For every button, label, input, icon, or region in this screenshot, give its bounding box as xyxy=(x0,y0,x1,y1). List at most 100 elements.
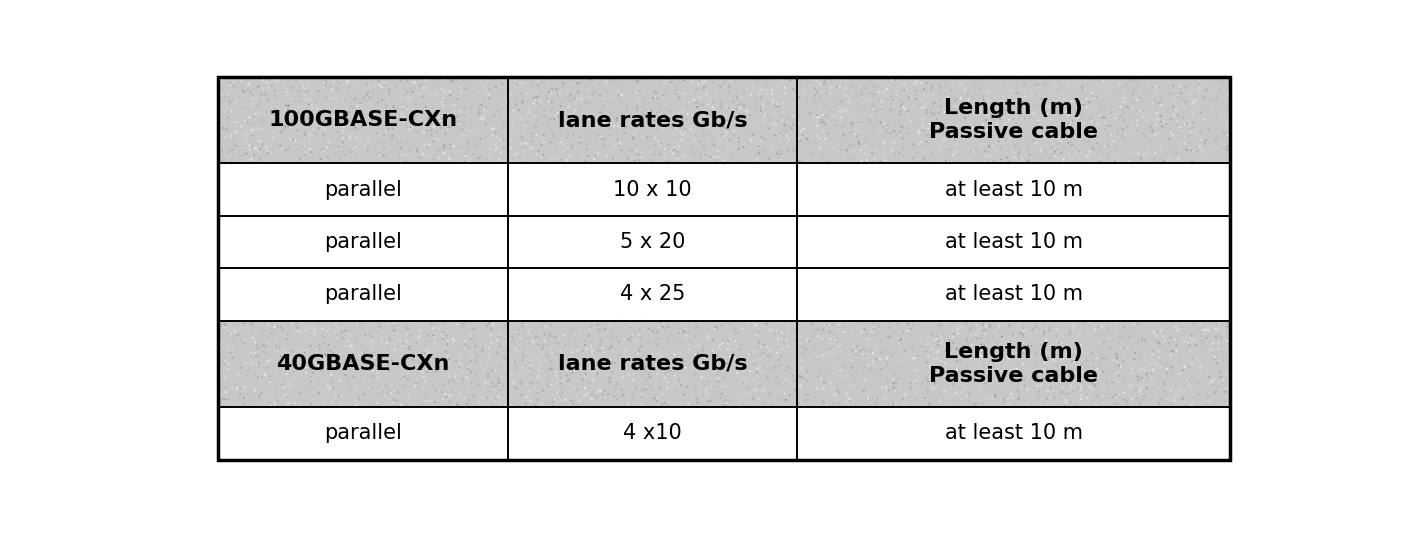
Point xyxy=(1180,128,1203,136)
Point xyxy=(570,138,593,146)
Point xyxy=(352,321,374,330)
Point xyxy=(274,351,297,360)
Point xyxy=(868,142,891,151)
Point xyxy=(647,390,669,399)
Point xyxy=(439,391,462,400)
Point xyxy=(988,145,1011,154)
Point xyxy=(294,139,316,148)
Point xyxy=(690,318,713,326)
Point xyxy=(555,133,578,142)
Point xyxy=(446,95,469,103)
Point xyxy=(926,337,949,345)
Point xyxy=(1137,147,1159,156)
Point xyxy=(679,142,702,151)
Point xyxy=(727,145,750,153)
Point xyxy=(438,111,460,120)
Point xyxy=(926,354,949,363)
Point xyxy=(782,371,805,380)
Point xyxy=(904,79,926,87)
Point xyxy=(710,382,733,391)
Point xyxy=(994,106,1017,114)
Point xyxy=(380,121,402,130)
Point xyxy=(1134,133,1156,142)
Point xyxy=(570,105,593,114)
Point xyxy=(487,155,510,163)
Point xyxy=(525,108,548,117)
Point xyxy=(1127,393,1149,402)
Point xyxy=(700,349,723,358)
Point xyxy=(1166,92,1189,100)
Point xyxy=(641,111,664,120)
Point xyxy=(476,78,498,87)
Point xyxy=(220,145,243,154)
Point xyxy=(332,147,354,156)
Point xyxy=(1099,378,1121,387)
Point xyxy=(479,353,501,362)
Point xyxy=(770,352,792,360)
Point xyxy=(393,339,415,348)
Point xyxy=(418,371,441,380)
Point xyxy=(823,116,846,125)
Point xyxy=(582,159,604,167)
Point xyxy=(753,150,775,159)
Point xyxy=(585,151,607,160)
Point xyxy=(1005,385,1028,394)
Point xyxy=(1114,159,1137,167)
Point xyxy=(1209,368,1231,377)
Point xyxy=(568,96,590,105)
Point xyxy=(216,152,239,161)
Point xyxy=(439,140,462,148)
Point xyxy=(384,75,407,83)
Point xyxy=(239,148,261,157)
Point xyxy=(808,92,830,101)
Point xyxy=(1035,357,1058,366)
Point xyxy=(882,143,905,152)
Point xyxy=(1203,141,1226,150)
Point xyxy=(561,83,583,91)
Point xyxy=(755,86,778,95)
Point xyxy=(970,96,993,105)
Point xyxy=(730,340,753,348)
Point xyxy=(1145,145,1168,153)
Point xyxy=(1148,339,1171,348)
Point xyxy=(988,358,1011,366)
Point xyxy=(1204,353,1227,362)
Point xyxy=(1176,321,1199,330)
Point xyxy=(888,110,911,119)
Point xyxy=(561,348,583,356)
Point xyxy=(1056,111,1079,120)
Point xyxy=(217,387,240,396)
Point xyxy=(820,111,843,120)
Point xyxy=(1032,375,1055,383)
Point xyxy=(668,153,690,161)
Point xyxy=(812,111,834,120)
Point xyxy=(322,384,345,392)
Point xyxy=(720,158,743,166)
Point xyxy=(1141,125,1163,134)
Point xyxy=(549,346,572,355)
Point xyxy=(378,85,401,93)
Point xyxy=(328,391,350,400)
Point xyxy=(1012,331,1035,339)
Point xyxy=(424,358,446,367)
Point xyxy=(222,353,244,362)
Point xyxy=(487,96,510,105)
Point xyxy=(782,121,805,129)
Point xyxy=(1178,121,1200,130)
Point xyxy=(405,145,428,154)
Point xyxy=(439,396,462,404)
Point xyxy=(466,154,489,162)
Point xyxy=(709,349,731,358)
Point xyxy=(1049,326,1072,334)
Point xyxy=(847,137,870,146)
Point xyxy=(1152,109,1175,118)
Point xyxy=(1021,91,1043,99)
Point xyxy=(597,390,620,398)
Point xyxy=(633,363,655,372)
Point xyxy=(232,88,254,96)
Point xyxy=(847,385,870,394)
Point xyxy=(1141,84,1163,92)
Point xyxy=(1108,377,1131,385)
Point xyxy=(882,382,905,391)
Point xyxy=(566,331,589,339)
